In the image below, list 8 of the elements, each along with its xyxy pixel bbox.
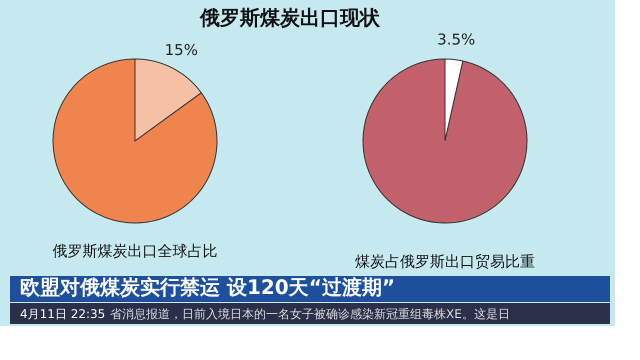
text: 俄罗斯煤炭出口现状: [199, 6, 381, 30]
text: 煤炭占俄罗斯出口贸易比重: [355, 252, 535, 270]
data-label: 15%: [164, 41, 198, 60]
text: 欧盟对俄煤炭实行禁运 设120天“过渡期”: [20, 275, 395, 299]
text: 4月11日 22:35: [20, 307, 106, 321]
data-label: 3.5%: [437, 30, 476, 49]
text: 俄罗斯煤炭出口全球占比: [52, 242, 218, 260]
text: 省消息报道，日前入境日本的一名女子被确诊感染新冠重组毒株XE。这是日: [110, 307, 510, 321]
